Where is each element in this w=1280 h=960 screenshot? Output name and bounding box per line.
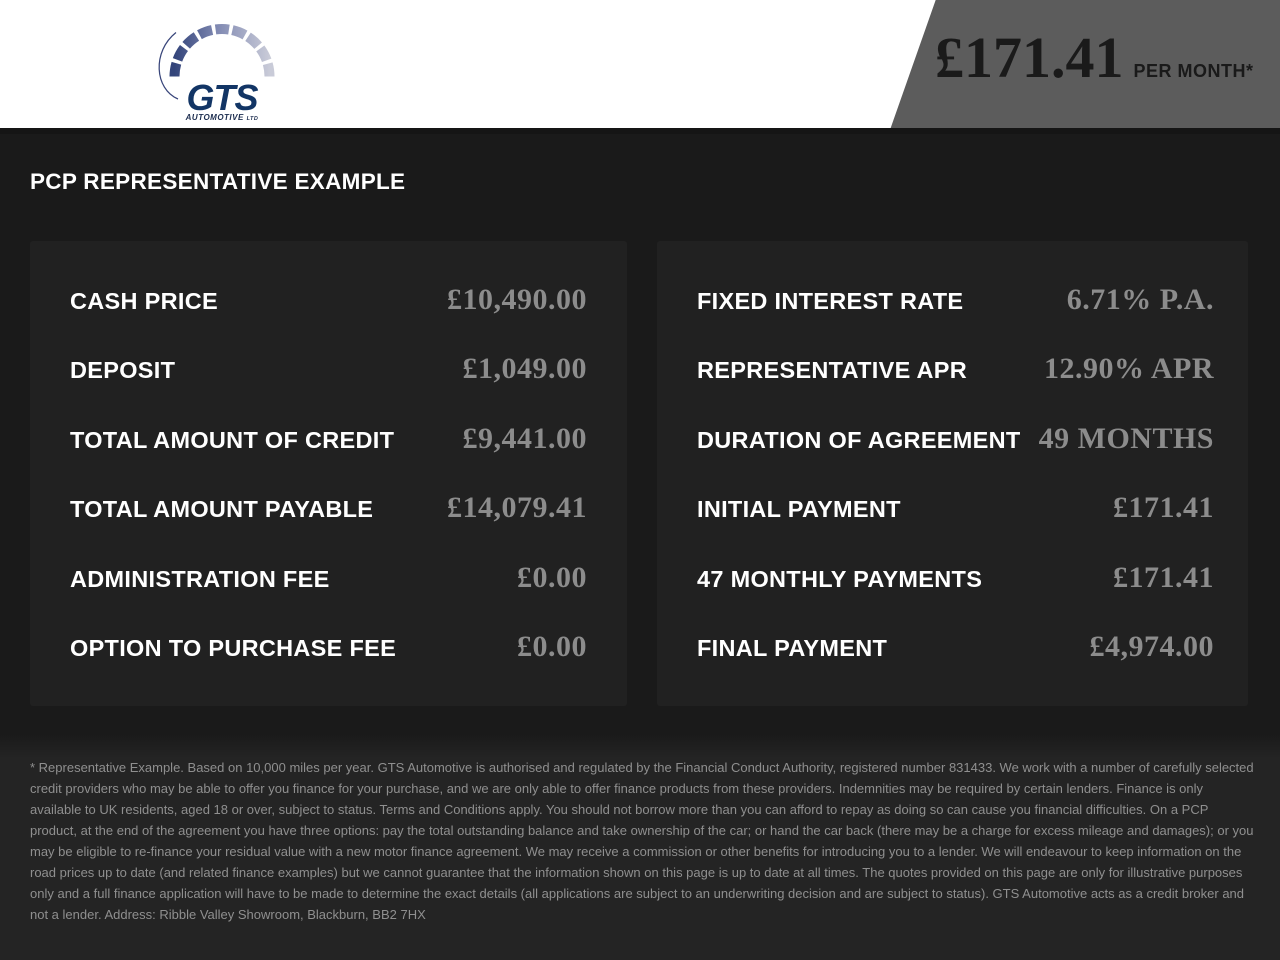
svg-text:GTS: GTS xyxy=(186,77,258,118)
